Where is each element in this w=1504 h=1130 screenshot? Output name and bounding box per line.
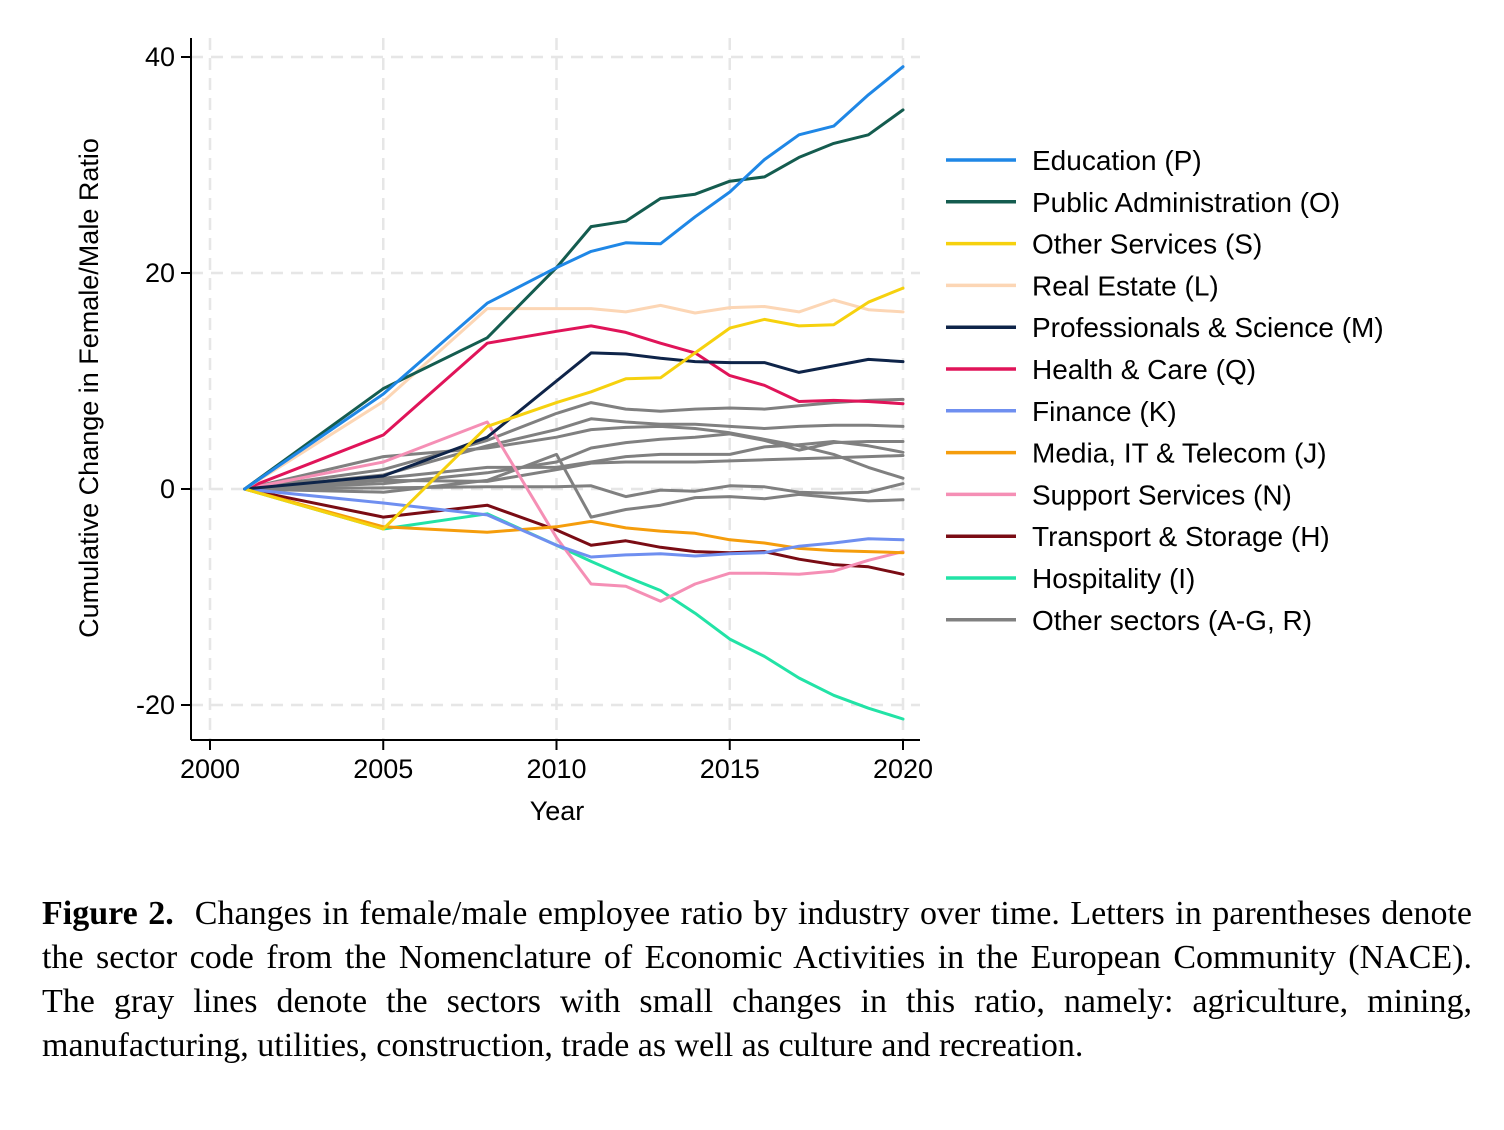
legend-label: Hospitality (I) bbox=[1032, 563, 1195, 594]
x-tick-label: 2005 bbox=[353, 754, 413, 784]
series-line bbox=[243, 324, 905, 491]
series-line bbox=[243, 452, 905, 519]
series-line bbox=[243, 286, 905, 531]
y-tick-label: 40 bbox=[145, 42, 175, 72]
series-line bbox=[243, 487, 905, 576]
series-line bbox=[243, 397, 905, 491]
legend-label: Real Estate (L) bbox=[1032, 270, 1219, 301]
y-tick-label: 20 bbox=[145, 258, 175, 288]
legend-label: Transport & Storage (H) bbox=[1032, 521, 1330, 552]
series-line bbox=[243, 424, 905, 491]
series-line bbox=[243, 65, 905, 491]
legend-label: Health & Care (Q) bbox=[1032, 354, 1256, 385]
series-line bbox=[243, 420, 905, 603]
series-line bbox=[243, 351, 905, 491]
legend-label: Professionals & Science (M) bbox=[1032, 312, 1384, 343]
y-axis-title: Cumulative Change in Female/Male Ratio bbox=[74, 138, 104, 638]
legend-label: Media, IT & Telecom (J) bbox=[1032, 438, 1327, 469]
legend-label: Other sectors (A-G, R) bbox=[1032, 605, 1312, 636]
series-line bbox=[243, 298, 905, 491]
legend-label: Support Services (N) bbox=[1032, 479, 1292, 510]
legend-label: Finance (K) bbox=[1032, 396, 1177, 427]
legend: Education (P) Public Administration (O) Ot… bbox=[946, 145, 1384, 636]
series-line bbox=[243, 487, 905, 559]
legend-label: Other Services (S) bbox=[1032, 229, 1262, 260]
series-lines bbox=[243, 65, 905, 721]
grid bbox=[191, 38, 920, 740]
x-tick-label: 2010 bbox=[526, 754, 586, 784]
y-tick-label: 0 bbox=[160, 474, 175, 504]
caption-text: Changes in female/male employee ratio by… bbox=[42, 895, 1473, 1064]
series-line bbox=[243, 440, 905, 491]
legend-label: Public Administration (O) bbox=[1032, 187, 1340, 218]
x-axis-title: Year bbox=[530, 796, 585, 826]
line-chart: 2000 2005 2010 2015 2020 -20 0 20 40 Year Cumula… bbox=[74, 38, 1384, 826]
series-line bbox=[243, 432, 905, 491]
figure-caption: Figure 2. Changes in female/male employe… bbox=[42, 892, 1472, 1068]
series-line bbox=[243, 482, 905, 499]
x-tick-label: 2000 bbox=[180, 754, 240, 784]
series-line bbox=[243, 108, 905, 491]
series-line bbox=[243, 487, 905, 555]
caption-label: Figure 2. bbox=[42, 895, 174, 932]
series-line bbox=[243, 454, 905, 491]
x-tick-label: 2015 bbox=[700, 754, 760, 784]
axes: 2000 2005 2010 2015 2020 -20 0 20 40 bbox=[136, 38, 933, 784]
y-tick-label: -20 bbox=[136, 690, 175, 720]
x-tick-label: 2020 bbox=[873, 754, 933, 784]
legend-label: Education (P) bbox=[1032, 145, 1202, 176]
